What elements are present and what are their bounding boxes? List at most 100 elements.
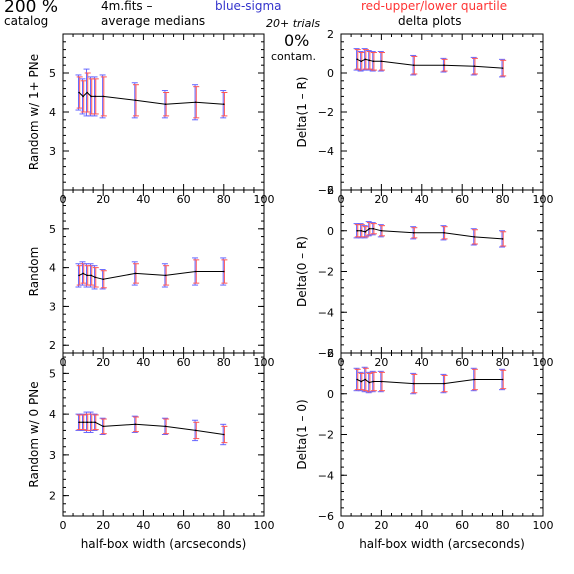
x-tick-label-left-1-80: 80 — [217, 193, 231, 206]
y-tick-label-right-2-2: 2 — [327, 184, 334, 197]
x-tick-label-right-1-40: 40 — [415, 193, 429, 206]
x-tick-label-right-2-60: 60 — [455, 356, 469, 369]
header-blue-legend: blue-sigma — [215, 0, 282, 13]
data-point-left-1-9 — [223, 103, 225, 105]
data-point-left-3-2 — [86, 421, 88, 424]
y-tick-label-left-3-3: 3 — [49, 449, 56, 462]
data-point-right-1-9 — [501, 67, 504, 69]
data-point-right-3-8 — [473, 378, 476, 381]
data-point-right-1-2 — [364, 58, 367, 61]
data-point-right-1-7 — [443, 64, 445, 66]
x-axis-label-left-3: half-box width (arcseconds) — [81, 537, 247, 551]
data-point-left-3-1 — [82, 421, 84, 424]
y-axis-label-left-1: Random w/ 1+ PNe — [27, 54, 41, 170]
data-point-left-2-4 — [94, 276, 96, 279]
data-point-right-2-7 — [443, 231, 445, 234]
y-tick-label-left-3-5: 5 — [49, 367, 56, 380]
data-point-right-3-9 — [501, 378, 504, 381]
y-tick-label-right-3-0: 0 — [327, 388, 334, 401]
data-point-left-2-7 — [164, 274, 167, 277]
data-point-left-2-2 — [86, 274, 88, 277]
x-tick-label-left-1-20: 20 — [96, 193, 110, 206]
data-point-right-2-2 — [364, 230, 367, 233]
x-tick-label-right-1-60: 60 — [455, 193, 469, 206]
y-tick-label-left-1-5: 5 — [49, 67, 56, 80]
y-tick-label-right-1-2: 2 — [327, 28, 334, 41]
y-tick-label-left-2-4: 4 — [49, 262, 56, 275]
y-tick-label-left-2-5: 5 — [49, 223, 56, 236]
x-axis-label-right-3: half-box width (arcseconds) — [359, 537, 525, 551]
data-point-right-2-6 — [412, 231, 415, 234]
data-point-left-3-8 — [194, 429, 197, 432]
data-point-left-3-5 — [102, 425, 104, 428]
y-tick-label-right-3--2: −2 — [318, 429, 334, 442]
x-tick-label-left-2-20: 20 — [96, 356, 110, 369]
y-tick-label-left-3-4: 4 — [49, 408, 56, 421]
data-point-right-1-1 — [360, 60, 363, 63]
x-tick-label-left-2-60: 60 — [177, 356, 191, 369]
y-tick-label-left-2-3: 3 — [49, 300, 56, 313]
y-tick-label-right-2--2: −2 — [318, 266, 334, 279]
data-point-left-3-7 — [164, 425, 167, 428]
y-tick-label-left-3-2: 2 — [49, 490, 56, 503]
data-point-left-1-5 — [102, 95, 104, 98]
data-point-left-2-8 — [194, 270, 197, 273]
series-line-left-3 — [79, 421, 224, 435]
header-contam: contam. — [271, 50, 317, 63]
data-point-left-1-4 — [94, 95, 96, 98]
y-tick-label-left-1-3: 3 — [49, 145, 56, 158]
data-point-left-1-3 — [90, 95, 92, 98]
data-point-left-1-7 — [164, 103, 167, 105]
header-catalog: catalog — [4, 14, 49, 28]
data-point-right-3-3 — [368, 381, 371, 384]
x-tick-label-right-3-100: 100 — [533, 519, 554, 532]
header-trials: 20+ trials — [266, 17, 321, 30]
data-point-right-2-9 — [501, 238, 504, 240]
x-tick-label-left-1-60: 60 — [177, 193, 191, 206]
data-point-right-3-7 — [443, 382, 445, 385]
header-red-legend: red-upper/lower quartile — [361, 0, 508, 13]
y-axis-label-right-1: Delta(1 – R) — [295, 77, 309, 148]
plot-frame-right-3 — [340, 352, 544, 517]
data-point-left-2-6 — [134, 272, 137, 275]
data-point-right-1-4 — [372, 60, 375, 63]
plot-frame-left-2 — [62, 189, 265, 354]
data-point-left-1-8 — [194, 101, 197, 104]
x-tick-label-left-3-20: 20 — [96, 519, 110, 532]
data-point-left-3-9 — [223, 433, 225, 436]
data-point-right-2-4 — [372, 227, 375, 230]
x-tick-label-left-3-0: 0 — [60, 519, 67, 532]
y-axis-label-right-2: Delta(0 – R) — [295, 236, 309, 307]
y-tick-label-right-1--4: −4 — [318, 145, 334, 158]
y-tick-label-left-1-4: 4 — [49, 106, 56, 119]
x-tick-label-right-3-0: 0 — [338, 519, 345, 532]
header-percent: 200 % — [4, 0, 59, 17]
x-tick-label-right-2-40: 40 — [415, 356, 429, 369]
data-point-left-3-4 — [94, 421, 96, 424]
y-axis-label-left-2: Random — [27, 247, 41, 297]
y-tick-label-left-2-2: 2 — [49, 339, 56, 352]
x-tick-label-right-3-40: 40 — [415, 519, 429, 532]
header-delta: delta plots — [398, 14, 462, 28]
panel-right-3: 0 20 40 60 80 100 −6 −4 −2 0 2 Delta(1 – 0) half-box… — [295, 347, 554, 551]
series-line-right-1 — [356, 58, 503, 69]
plot-frame-right-2 — [340, 189, 544, 354]
plot-frame-right-1 — [340, 33, 544, 191]
y-tick-label-right-3-2: 2 — [327, 347, 334, 360]
x-tick-label-left-2-40: 40 — [136, 356, 150, 369]
y-tick-label-right-2--6: −6 — [318, 347, 334, 360]
series-line-right-2 — [357, 228, 503, 240]
panel-left-3: 0 20 40 60 80 100 2 3 4 5 Random w/ 0 PNe half-box … — [27, 352, 275, 551]
x-tick-label-left-3-60: 60 — [177, 519, 191, 532]
x-tick-label-left-3-100: 100 — [254, 519, 275, 532]
data-point-left-3-3 — [90, 421, 92, 424]
data-point-left-2-3 — [90, 274, 92, 277]
data-point-right-1-8 — [473, 65, 476, 67]
data-point-right-1-3 — [368, 59, 371, 62]
y-tick-label-right-3--6: −6 — [318, 510, 334, 523]
data-point-left-1-0 — [78, 91, 80, 94]
header-contam-pct: 0% — [284, 31, 310, 50]
data-point-left-3-0 — [78, 421, 80, 424]
